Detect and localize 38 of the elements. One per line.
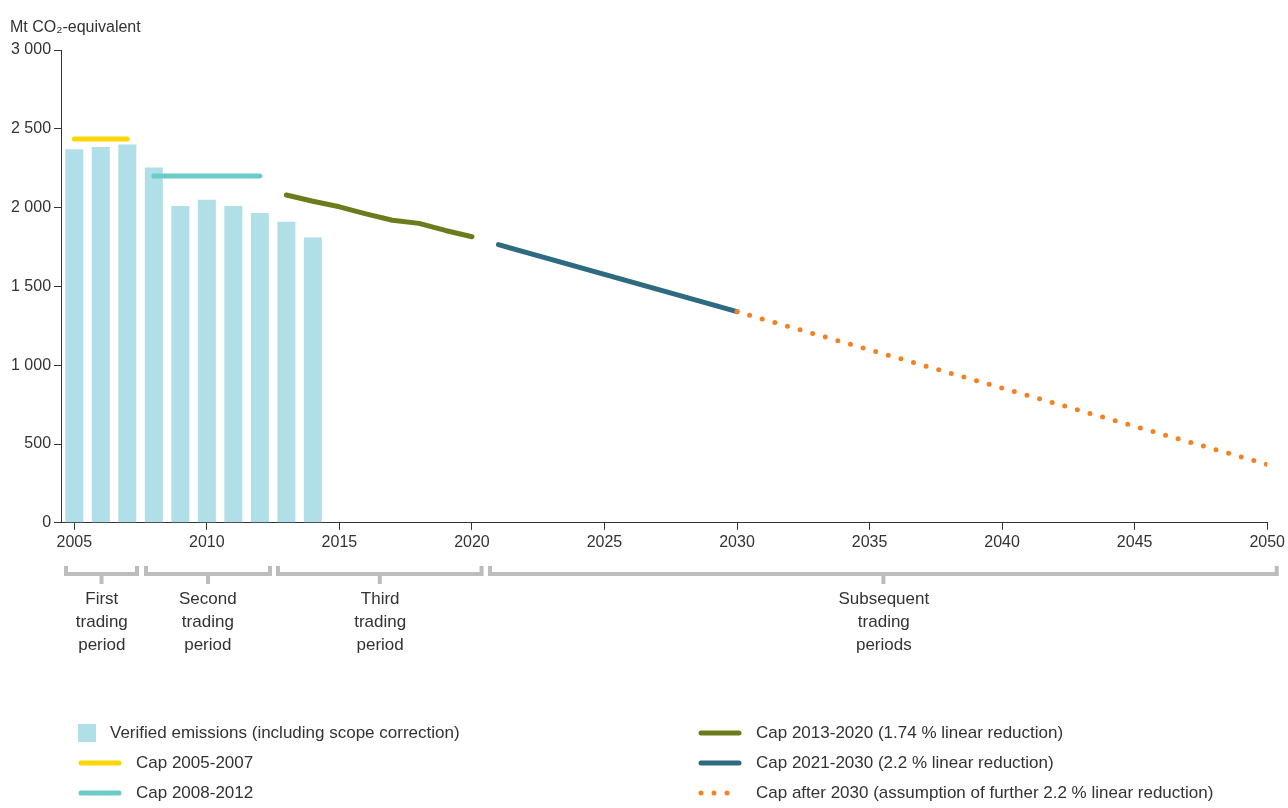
text: Subsequent trading periods — [838, 588, 930, 654]
x-tick-label: 2045 — [1116, 532, 1153, 550]
bar — [250, 213, 269, 523]
y-tick-label: 0 — [42, 513, 52, 531]
y-axis-title: Mt CO₂-equivalent — [10, 18, 142, 36]
bar — [197, 199, 216, 523]
bar — [65, 149, 84, 523]
x-tick-label: 2020 — [454, 532, 490, 550]
y-tick-label: 2 500 — [10, 119, 52, 137]
y-tick-label: 500 — [24, 434, 52, 452]
y-tick-label: 1 500 — [10, 276, 52, 294]
x-tick-label: 2005 — [56, 532, 93, 550]
legend-label: Cap 2005-2007 — [136, 753, 254, 773]
y-tick-label: 2 000 — [10, 198, 52, 216]
legend-label: Cap 2021-2030 (2.2 % linear reduction) — [756, 753, 1054, 773]
x-tick-label: 2030 — [719, 532, 755, 550]
x-tick-label: 2025 — [586, 532, 623, 550]
bar — [118, 144, 137, 523]
x-tick-label: 2050 — [1249, 532, 1286, 550]
bar — [91, 146, 110, 523]
bar — [224, 206, 243, 523]
text: Second trading period — [179, 588, 237, 654]
legend-label: Cap after 2030 (assumption of further 2.2 % linear reduction) — [756, 783, 1214, 803]
bar — [277, 221, 296, 523]
y-tick-label: 1 000 — [10, 355, 52, 373]
bar — [171, 206, 190, 523]
legend-label: Verified emissions (including scope correction) — [110, 723, 460, 743]
x-tick-label: 2015 — [321, 532, 358, 550]
x-tick-label: 2010 — [189, 532, 225, 550]
bar — [144, 167, 163, 523]
x-tick-label: 2040 — [984, 532, 1021, 550]
legend-label: Cap 2008-2012 — [136, 783, 254, 803]
text: First trading period — [75, 588, 128, 654]
x-tick-label: 2035 — [851, 532, 888, 550]
y-tick-label: 3 000 — [10, 40, 52, 58]
bar — [303, 237, 322, 523]
legend-label: Cap 2013-2020 (1.74 % linear reduction) — [756, 723, 1064, 743]
text: Third trading period — [354, 588, 407, 654]
